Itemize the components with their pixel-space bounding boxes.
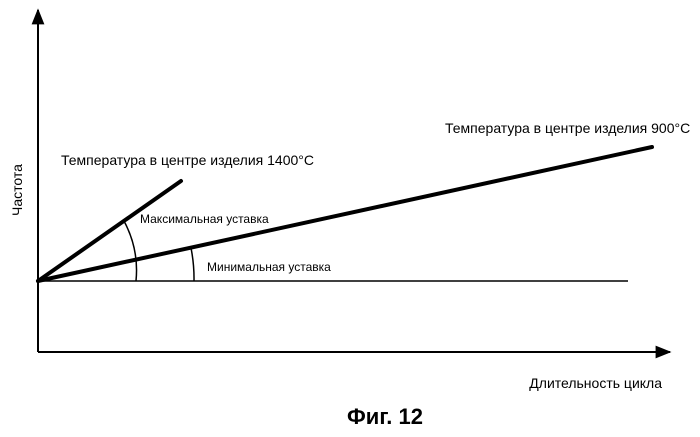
label-temp-1400: Температура в центре изделия 1400°C	[61, 152, 314, 168]
label-min-setpoint: Минимальная уставка	[207, 260, 331, 274]
figure-caption: Фиг. 12	[347, 404, 423, 429]
x-axis-label: Длительность цикла	[529, 375, 662, 391]
line-temp-1400	[36, 179, 183, 283]
line-temp-900	[36, 145, 654, 283]
label-max-setpoint: Максимальная уставка	[140, 212, 269, 226]
y-axis-label: Частота	[9, 164, 25, 216]
max-setpoint-arc	[123, 220, 138, 282]
min-setpoint-arc	[190, 247, 195, 282]
label-temp-900: Температура в центре изделия 900°C	[445, 120, 690, 136]
